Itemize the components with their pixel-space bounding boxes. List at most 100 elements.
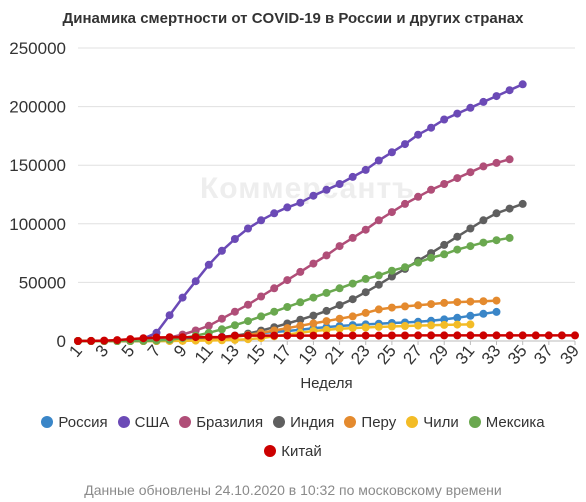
data-point-Чили — [401, 322, 409, 330]
data-point-Мексика — [361, 274, 370, 283]
data-point-Китай — [440, 331, 449, 340]
data-point-Перу — [453, 298, 462, 307]
data-point-Мексика — [453, 245, 462, 254]
data-point-Мексика — [387, 266, 396, 275]
data-point-Перу — [401, 302, 409, 311]
data-point-Китай — [492, 331, 501, 340]
data-point-Китай — [126, 335, 135, 344]
data-point-Бразилия — [322, 251, 331, 260]
data-point-Бразилия — [453, 174, 462, 183]
data-point-США — [191, 277, 200, 286]
legend-item[interactable]: Китай — [264, 437, 322, 466]
data-point-Китай — [453, 331, 462, 340]
data-point-Чили — [453, 320, 462, 329]
data-point-США — [440, 115, 449, 124]
data-point-Бразилия — [440, 180, 449, 188]
data-point-США — [387, 148, 396, 157]
data-point-США — [361, 165, 370, 174]
data-point-Перу — [414, 301, 423, 310]
legend-item[interactable]: Россия — [41, 408, 108, 437]
data-point-Индия — [322, 306, 331, 315]
legend-label: Мексика — [485, 414, 545, 431]
data-point-Китай — [204, 333, 213, 342]
data-point-Перу — [427, 300, 436, 309]
x-tick-label: 17 — [269, 341, 296, 368]
data-point-Бразилия — [335, 242, 344, 251]
legend-item[interactable]: Перу — [344, 408, 396, 437]
legend-item[interactable]: США — [117, 408, 169, 437]
data-point-Индия — [466, 224, 475, 233]
data-point-Китай — [74, 337, 82, 345]
data-point-Бразилия — [387, 208, 396, 217]
data-point-Индия — [387, 272, 396, 281]
data-point-Китай — [361, 331, 370, 340]
data-point-Чили — [348, 324, 357, 333]
data-point-Китай — [270, 331, 279, 340]
data-point-Чили — [427, 321, 436, 330]
data-point-Бразилия — [244, 300, 252, 309]
legend-item[interactable]: Бразилия — [179, 408, 263, 437]
data-point-США — [492, 92, 501, 101]
legend-label: Чили — [423, 414, 459, 431]
data-point-Китай — [571, 331, 579, 340]
x-tick-label: 3 — [92, 341, 113, 360]
data-point-Мексика — [505, 233, 514, 242]
data-point-Чили — [322, 325, 331, 334]
data-point-Мексика — [401, 263, 409, 272]
data-point-США — [374, 156, 383, 165]
data-point-Китай — [544, 331, 553, 340]
data-point-Перу — [374, 305, 383, 314]
data-point-Перу — [466, 297, 475, 306]
data-point-Перу — [296, 321, 305, 330]
data-point-США — [230, 235, 239, 243]
data-point-Индия — [492, 209, 501, 218]
data-point-США — [217, 246, 226, 255]
data-point-США — [270, 209, 279, 218]
data-point-Индия — [505, 204, 514, 213]
x-tick-label: 33 — [478, 341, 505, 368]
legend-item[interactable]: Мексика — [468, 408, 545, 437]
data-point-Индия — [440, 240, 449, 249]
data-point-Мексика — [244, 317, 252, 326]
x-tick-label: 13 — [216, 341, 243, 368]
x-tick-label: 27 — [399, 341, 426, 368]
legend-marker — [179, 416, 192, 428]
data-point-Индия — [348, 295, 357, 304]
data-point-Китай — [100, 336, 109, 345]
data-point-Мексика — [217, 325, 226, 334]
legend-item[interactable]: Чили — [406, 408, 459, 437]
data-point-США — [257, 216, 266, 225]
data-point-Перу — [309, 319, 318, 328]
data-point-Китай — [296, 331, 305, 340]
legend-item[interactable]: Индия — [273, 408, 334, 437]
data-point-Китай — [87, 336, 96, 345]
data-point-Бразилия — [492, 158, 501, 167]
legend-marker — [406, 416, 419, 428]
data-point-США — [165, 311, 174, 320]
data-point-Китай — [401, 331, 409, 340]
data-point-Перу — [387, 303, 396, 312]
data-point-Бразилия — [479, 162, 488, 171]
data-point-США — [401, 140, 409, 149]
data-point-Мексика — [270, 307, 279, 316]
data-point-Индия — [518, 199, 527, 208]
data-point-Перу — [283, 324, 292, 333]
data-point-Бразилия — [270, 284, 279, 293]
y-tick-label: 150000 — [9, 156, 66, 175]
data-point-Бразилия — [466, 168, 475, 177]
data-point-Китай — [230, 331, 239, 340]
data-point-Бразилия — [296, 267, 305, 276]
data-point-Чили — [387, 322, 396, 331]
data-point-США — [309, 191, 318, 200]
data-point-Китай — [557, 331, 566, 340]
data-point-США — [296, 198, 305, 207]
x-tick-label: 19 — [295, 341, 322, 368]
data-point-Мексика — [492, 236, 501, 245]
data-point-Перу — [440, 298, 449, 307]
data-point-Китай — [387, 331, 396, 340]
data-point-Китай — [309, 331, 318, 340]
data-point-Бразилия — [257, 292, 266, 301]
data-point-Бразилия — [309, 259, 318, 268]
x-tick-label: 31 — [452, 341, 479, 368]
data-point-Китай — [191, 333, 200, 342]
